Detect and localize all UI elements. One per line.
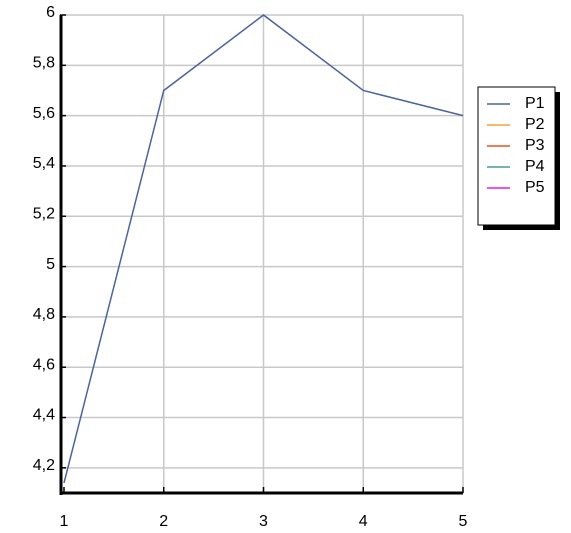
y-tick-label: 5,8 <box>33 55 55 72</box>
x-tick-label: 2 <box>159 513 168 530</box>
y-tick-label: 5,4 <box>33 155 55 172</box>
x-tick-label: 3 <box>259 513 268 530</box>
x-tick-label: 1 <box>60 513 69 530</box>
y-tick-label: 4,8 <box>33 306 55 323</box>
legend-label: P1 <box>525 95 545 112</box>
y-tick-label: 4,2 <box>33 457 55 474</box>
y-tick-label: 4,6 <box>33 356 55 373</box>
x-tick-label: 4 <box>359 513 368 530</box>
y-tick-label: 4,4 <box>33 407 55 424</box>
y-tick-label: 5,6 <box>33 105 55 122</box>
x-tick-label: 5 <box>459 513 468 530</box>
y-tick-label: 6 <box>46 4 55 21</box>
y-tick-label: 5,2 <box>33 205 55 222</box>
legend-label: P4 <box>525 158 545 175</box>
legend <box>477 86 556 226</box>
legend-label: P5 <box>525 179 545 196</box>
y-tick-label: 5 <box>46 256 55 273</box>
legend-label: P3 <box>525 137 545 154</box>
legend-label: P2 <box>525 116 545 133</box>
line-series <box>63 14 464 484</box>
